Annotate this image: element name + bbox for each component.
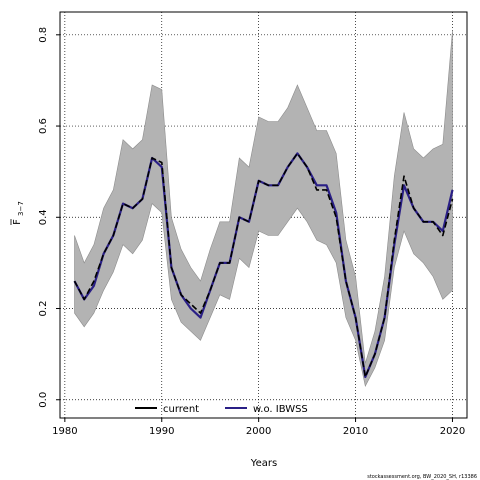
footnote: stockassessment.org, BW_2020_SH, r13386 [367, 474, 477, 480]
x-tick-label-3: 2010 [343, 426, 368, 437]
y-tick-label-0: 0.0 [38, 392, 49, 408]
confidence-band [74, 30, 453, 387]
y-tick-label-1: 0.2 [38, 301, 49, 317]
x-tick-label-4: 2020 [440, 426, 465, 437]
y-axis-label-main: F [12, 219, 23, 225]
series-line-1 [73, 152, 454, 378]
y-tick-label-4: 0.8 [38, 27, 49, 43]
legend-label-1: w.o. IBWSS [253, 404, 308, 415]
y-axis: 0.0 0.2 0.4 0.6 0.8 [38, 27, 60, 408]
x-axis-label: Years [250, 458, 277, 469]
y-tick-label-3: 0.6 [38, 118, 49, 134]
x-axis: 1980 1990 2000 2010 2020 [52, 418, 465, 437]
x-tick-label-0: 1980 [52, 426, 77, 437]
x-tick-label-2: 2000 [246, 426, 271, 437]
x-tick-label-1: 1990 [149, 426, 174, 437]
legend: current w.o. IBWSS [135, 404, 308, 415]
series-line-0 [73, 152, 454, 378]
plot-frame [59, 11, 468, 419]
y-tick-label-2: 0.4 [38, 209, 49, 225]
y-axis-label-sub: 3−7 [17, 201, 25, 216]
series-lines [73, 152, 454, 378]
legend-label-0: current [163, 404, 199, 415]
y-axis-label: F 3−7 [10, 201, 25, 225]
